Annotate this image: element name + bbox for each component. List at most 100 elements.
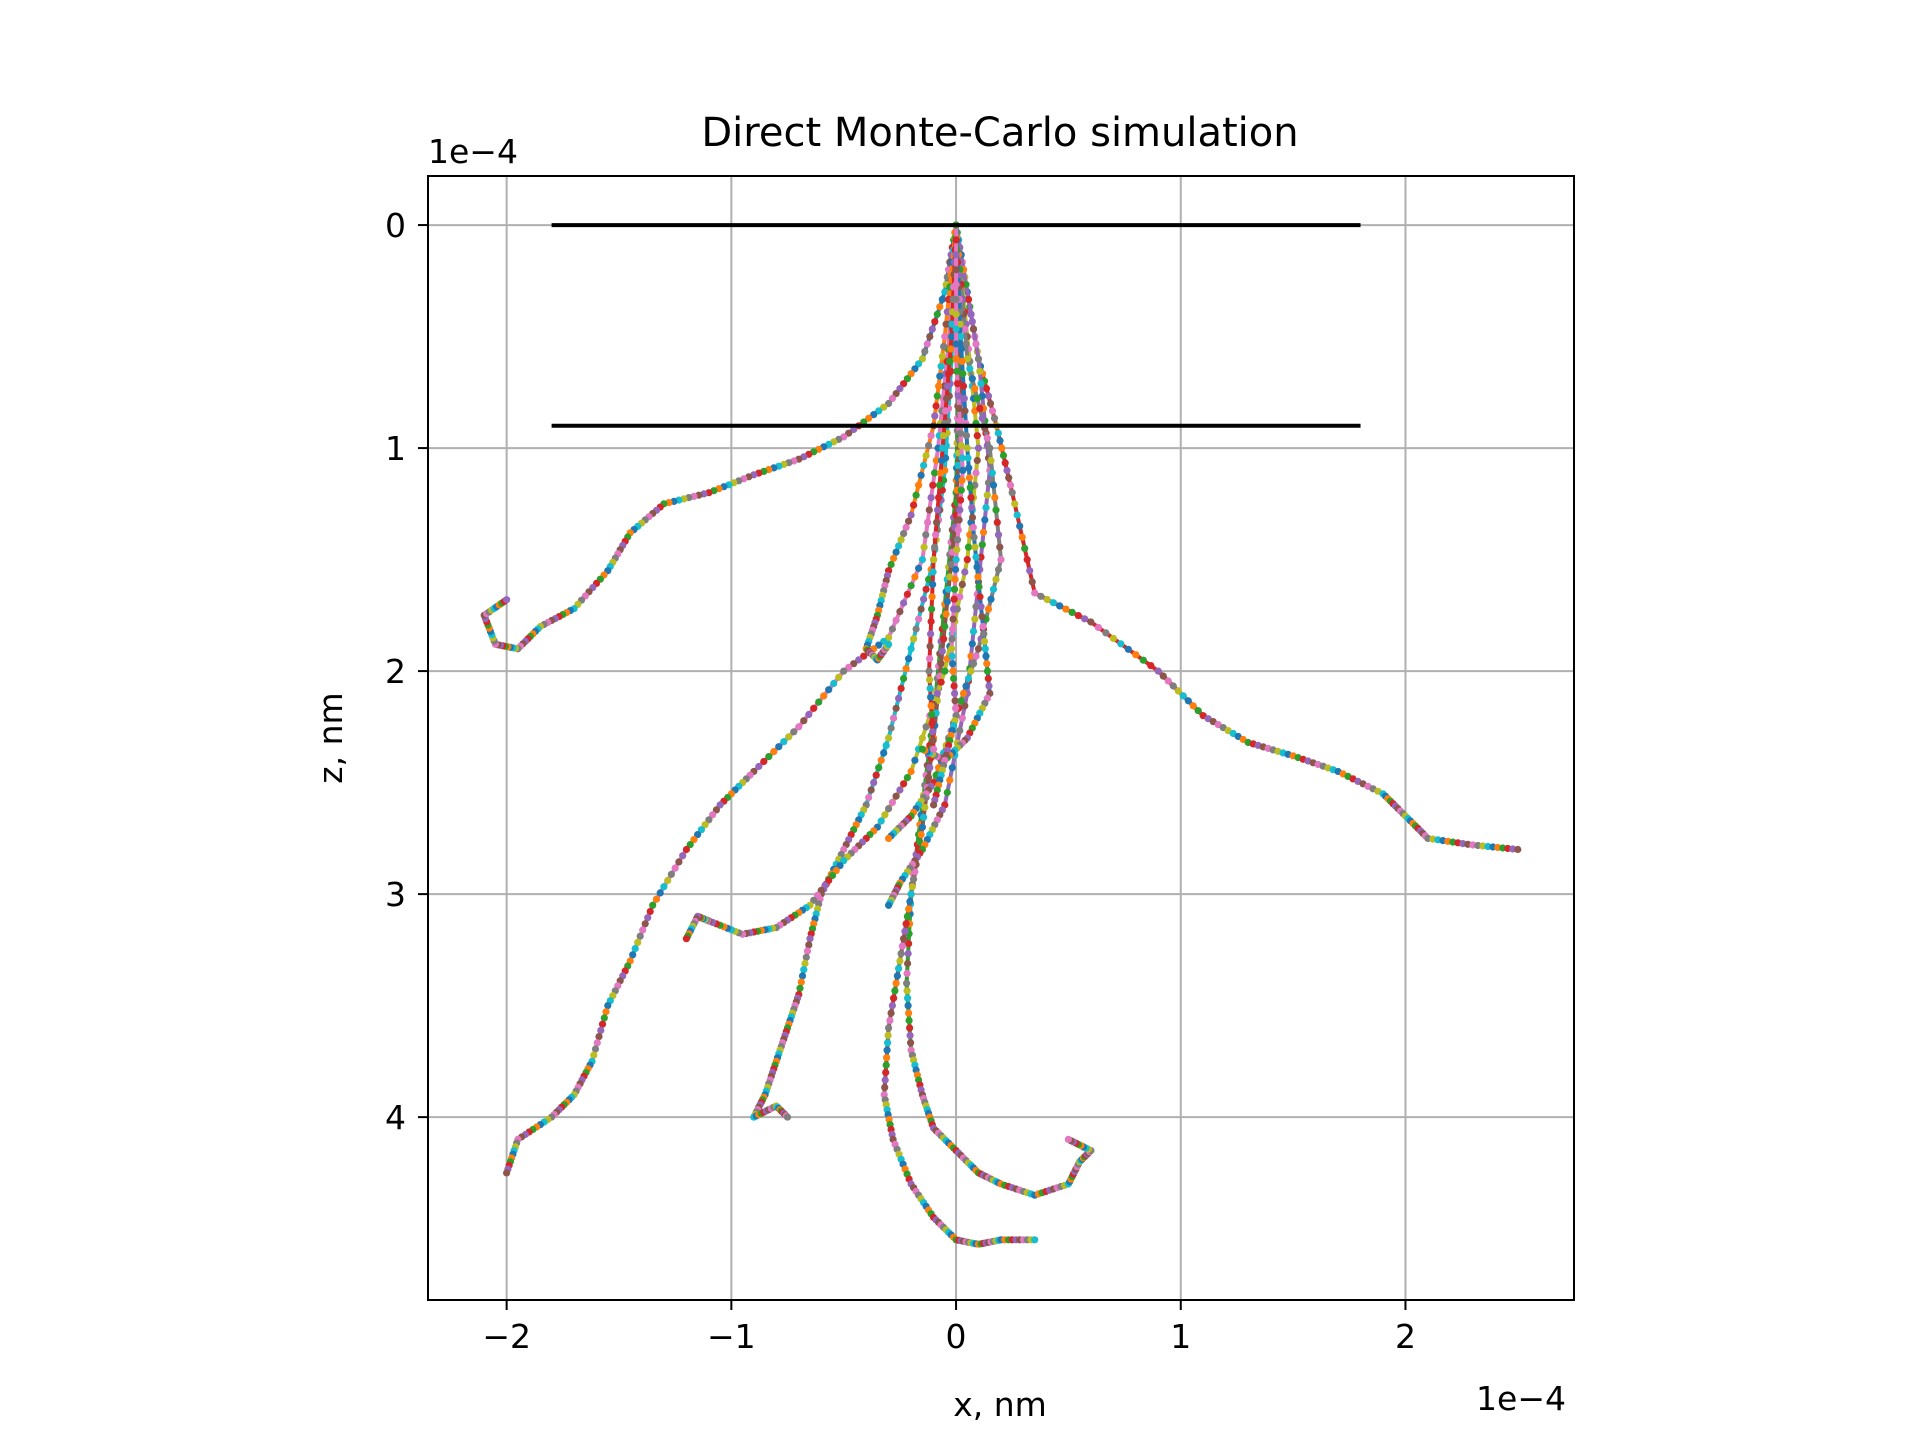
trajectory-point — [953, 546, 961, 554]
trajectory-point — [961, 325, 969, 333]
trajectory-point — [926, 684, 934, 693]
trajectory-point — [885, 901, 893, 909]
trajectory-point — [897, 950, 905, 958]
trajectory-point — [1049, 599, 1057, 607]
trajectory-point — [926, 333, 934, 341]
trajectory-point — [870, 411, 878, 419]
trajectory-point — [977, 603, 985, 611]
trajectory-point — [900, 599, 908, 607]
trajectory-point — [970, 533, 978, 541]
trajectory-point — [882, 1061, 890, 1069]
trajectory-point — [836, 862, 844, 870]
trajectory-point — [935, 494, 943, 502]
trajectory-point — [882, 1068, 890, 1077]
trajectory-point — [896, 786, 904, 794]
trajectory-point — [948, 333, 956, 341]
trajectory-point — [888, 394, 897, 403]
trajectory-point — [949, 625, 957, 633]
trajectory-point — [930, 801, 938, 809]
trajectory-point — [989, 585, 998, 593]
trajectory-point — [925, 774, 933, 782]
trajectory-point — [890, 554, 898, 562]
trajectory-point — [931, 543, 939, 551]
trajectory-point — [890, 994, 898, 1002]
trajectory-point — [968, 504, 976, 512]
trajectory-point — [770, 748, 778, 756]
trajectory-point — [973, 563, 981, 571]
trajectory-point — [984, 674, 992, 683]
trajectory-point — [825, 686, 833, 694]
trajectory-point — [987, 456, 995, 465]
trajectory-point — [865, 793, 873, 802]
trajectory-point — [920, 595, 928, 603]
trajectory-point — [948, 652, 956, 660]
trajectory-point — [634, 938, 642, 947]
trajectory-point — [907, 511, 915, 519]
trajectory-point — [1018, 533, 1026, 541]
trajectory-point — [974, 645, 983, 653]
trajectory-point — [948, 645, 956, 653]
trajectory-point — [1064, 1135, 1072, 1143]
trajectory-point — [905, 940, 913, 948]
trajectory-point — [938, 295, 946, 303]
trajectory-point — [954, 526, 962, 534]
trajectory-point — [927, 693, 935, 701]
trajectory-point — [982, 385, 991, 393]
trajectory-point — [940, 342, 948, 351]
trajectory-point — [952, 266, 960, 274]
trajectory-point — [892, 548, 900, 556]
trajectory-point — [968, 513, 977, 522]
trajectory-point — [931, 469, 939, 477]
trajectory-point — [936, 303, 944, 311]
trajectory-point — [875, 764, 883, 772]
trajectory-point — [918, 556, 927, 564]
trajectory-point — [961, 702, 969, 710]
trajectory-point — [1005, 474, 1013, 482]
trajectory-point — [1026, 567, 1034, 575]
trajectory-point — [963, 556, 971, 564]
trajectory-point — [885, 805, 893, 813]
trajectory-point — [964, 543, 973, 551]
trajectory-point — [954, 461, 962, 469]
trajectory-point — [790, 728, 798, 736]
trajectory-point — [927, 702, 935, 710]
trajectory-point — [1124, 645, 1132, 653]
trajectory-point — [817, 886, 825, 895]
trajectory-point — [872, 771, 880, 779]
trajectory-point — [933, 310, 941, 318]
trajectory-point — [1087, 618, 1095, 626]
trajectory-point — [980, 637, 989, 646]
trajectory-point — [1031, 589, 1039, 597]
trajectory-point — [929, 580, 937, 589]
trajectory-point — [972, 603, 980, 611]
trajectory-point — [993, 518, 1001, 527]
trajectory-point — [981, 516, 989, 524]
y-tick-label: 0 — [385, 206, 406, 245]
trajectory-point — [891, 987, 899, 995]
trajectory-point — [660, 883, 668, 891]
trajectory-point — [923, 340, 931, 348]
trajectory-point — [503, 596, 511, 604]
trajectory-point — [946, 357, 954, 365]
trajectory-point — [1132, 651, 1140, 659]
trajectory-point — [947, 560, 955, 569]
trajectory-point — [973, 394, 981, 403]
trajectory-point — [907, 890, 915, 898]
trajectory-point — [892, 704, 900, 712]
trajectory-point — [1006, 481, 1015, 489]
trajectory-point — [1023, 556, 1031, 564]
trajectory-point — [952, 704, 960, 712]
trajectory-point — [911, 573, 919, 581]
trajectory-point — [796, 984, 804, 992]
trajectory-point — [928, 325, 936, 333]
trajectory-point — [893, 972, 902, 980]
trajectory-point — [813, 891, 822, 900]
trajectory-point — [900, 674, 908, 683]
trajectory-point — [927, 630, 935, 638]
trajectory-point — [959, 466, 967, 474]
trajectory-point — [986, 444, 994, 452]
trajectory-point — [978, 613, 986, 621]
trajectory-point — [969, 325, 978, 333]
y-axis-label: z, nm — [311, 692, 350, 783]
trajectory-point — [926, 642, 934, 650]
